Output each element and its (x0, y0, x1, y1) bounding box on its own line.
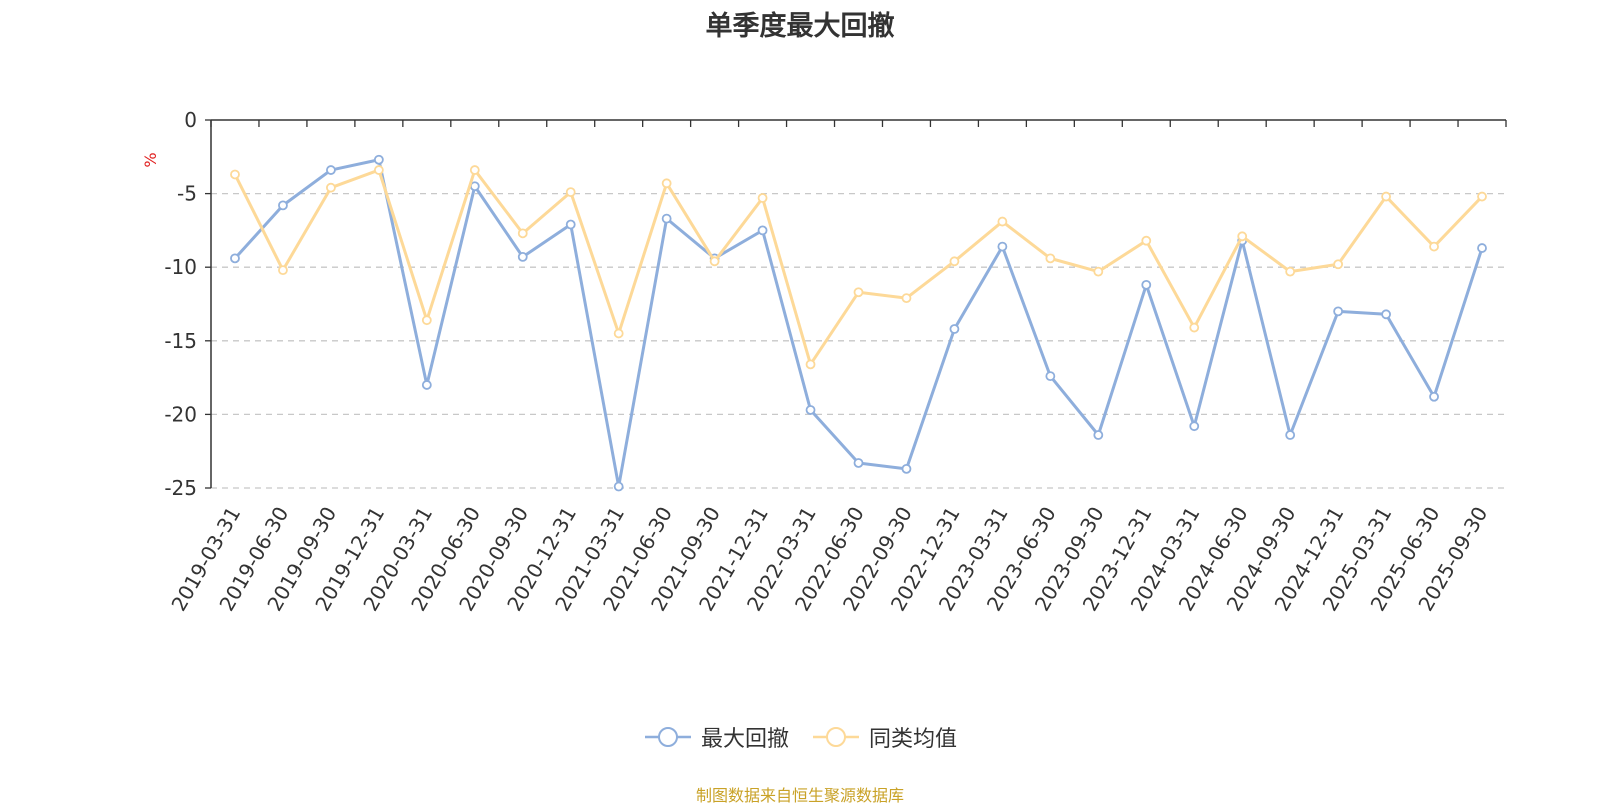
series-line (233, 158, 1484, 489)
data-point (949, 324, 960, 334)
data-point (1093, 430, 1104, 440)
y-axis-unit-label: % (141, 152, 160, 167)
data-point (1381, 191, 1391, 202)
data-point (661, 178, 672, 189)
data-point (517, 251, 528, 262)
y-tick-label: -5 (177, 182, 197, 206)
chart-title: 单季度最大回撤 (705, 11, 895, 42)
legend-item-1[interactable]: 最大回撤 (643, 721, 789, 753)
data-point (949, 256, 960, 267)
data-point (853, 287, 864, 298)
data-point (373, 165, 384, 175)
data-point (1093, 266, 1104, 277)
data-point (661, 213, 672, 224)
data-point (709, 256, 720, 267)
data-point (1189, 421, 1200, 432)
data-point (1285, 266, 1296, 277)
data-point (230, 169, 240, 180)
data-point (805, 405, 816, 415)
y-tick-label: -20 (164, 402, 197, 426)
data-point (1477, 191, 1487, 202)
data-point (1429, 391, 1439, 402)
data-point (278, 265, 288, 276)
data-point (1045, 253, 1056, 264)
y-tick-label: -15 (164, 329, 197, 353)
data-point (613, 481, 624, 492)
data-point (421, 380, 432, 390)
data-point (326, 182, 336, 193)
data-point (421, 315, 432, 326)
data-point (997, 216, 1008, 227)
series-layer (230, 154, 1487, 492)
data-point (757, 225, 768, 236)
legend-label: 最大回撤 (700, 727, 789, 752)
circle-line-icon (813, 727, 859, 747)
series-2 (230, 165, 1487, 370)
data-point (373, 154, 384, 165)
source-note: 制图数据来自恒生聚源数据库 (695, 786, 904, 805)
data-point (757, 193, 768, 203)
data-point (1141, 279, 1152, 290)
data-point (1189, 322, 1200, 333)
data-point (1333, 306, 1344, 317)
data-point (565, 187, 576, 198)
data-point (613, 328, 624, 339)
data-point (1237, 231, 1248, 242)
data-point (278, 200, 288, 211)
data-point (517, 228, 528, 239)
data-point (997, 241, 1008, 252)
data-point (1285, 430, 1296, 440)
axis-layer: 0-5-10-15-20-25%2019-03-312019-06-302019… (141, 108, 1507, 615)
legend: 最大回撤 同类均值 (0, 722, 1600, 752)
data-point (1141, 235, 1152, 246)
data-point (901, 293, 912, 304)
series-1 (230, 154, 1487, 492)
data-point (853, 458, 864, 468)
legend-label: 同类均值 (869, 727, 958, 752)
circle-line-icon (644, 727, 691, 747)
data-point (230, 253, 240, 264)
data-point (805, 359, 816, 370)
y-tick-label: 0 (184, 108, 197, 132)
data-point (1429, 241, 1439, 252)
data-point (469, 165, 480, 175)
y-tick-label: -25 (164, 476, 197, 500)
legend-item-2[interactable]: 同类均值 (811, 721, 957, 753)
data-point (1381, 309, 1391, 320)
data-point (1477, 243, 1487, 253)
data-point (1045, 371, 1056, 382)
data-point (326, 165, 336, 175)
data-point (565, 219, 576, 230)
y-tick-label: -10 (164, 255, 197, 279)
data-point (1333, 259, 1344, 270)
data-point (901, 463, 912, 474)
grid-layer (211, 192, 1506, 489)
